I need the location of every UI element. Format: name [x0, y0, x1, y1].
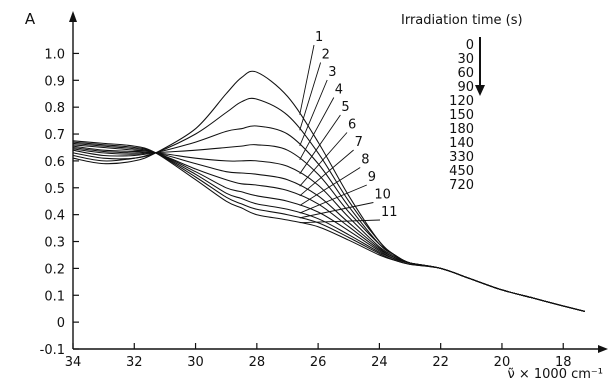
x-axis-arrow-icon [598, 345, 608, 353]
axes [69, 11, 608, 353]
series-callout-line [299, 149, 354, 197]
series-number-label: 4 [335, 83, 343, 98]
legend-title: Irradiation time (s) [401, 13, 523, 28]
series-number-label: 8 [361, 153, 369, 168]
y-tick-label: 0.4 [44, 209, 65, 224]
series-callout-line [299, 132, 348, 187]
legend-value: 150 [449, 108, 474, 123]
x-tick-label: 20 [494, 355, 511, 370]
y-axis-label: A [25, 10, 36, 28]
legend-value: 0 [466, 38, 474, 53]
series-number-label: 2 [322, 48, 330, 63]
x-ticks: 34 32 30 28 26 24 22 20 18 [65, 343, 572, 370]
series-callout-line [299, 62, 322, 131]
series-callout-line [299, 79, 328, 147]
x-tick-label: 34 [65, 355, 82, 370]
y-tick-label: 0 [57, 316, 65, 331]
series-line-11 [72, 140, 585, 312]
y-tick-label: 0.5 [44, 182, 65, 197]
series-number-label: 11 [381, 205, 398, 220]
series-number-label: 10 [374, 188, 391, 203]
x-axis-label: ν̃ × 1000 cm⁻¹ [507, 367, 603, 382]
legend-value: 90 [457, 80, 474, 95]
legend-value: 140 [449, 136, 474, 151]
y-tick-label: 0.1 [44, 289, 65, 304]
legend-value: 30 [457, 52, 474, 67]
x-tick-label: 28 [249, 355, 266, 370]
series-callout-line [299, 114, 341, 175]
series-number-label: 3 [328, 65, 336, 80]
y-tick-label: 1.0 [44, 47, 65, 62]
legend-value: 180 [449, 122, 474, 137]
y-tick-label: -0.1 [40, 343, 65, 358]
x-tick-label: 32 [126, 355, 143, 370]
series-callout-line [299, 44, 315, 115]
y-tick-label: 0.9 [44, 74, 65, 89]
y-tick-label: 0.7 [44, 128, 65, 143]
y-ticks: -0.1 0 0.1 0.2 0.3 0.4 0.5 0.6 0.7 0.8 0.9 1.0 [40, 47, 79, 358]
series-callout-line [299, 167, 361, 206]
x-tick-label: 24 [371, 355, 388, 370]
y-tick-label: 0.3 [44, 236, 65, 251]
series-line-5 [72, 148, 585, 312]
y-tick-label: 0.2 [44, 262, 65, 277]
y-tick-label: 0.8 [44, 101, 65, 116]
series-number-label: 6 [348, 118, 356, 133]
series-number-label: 9 [368, 170, 376, 185]
x-tick-label: 18 [555, 355, 572, 370]
series-callout-line [299, 202, 374, 219]
series-callout-line [299, 184, 367, 214]
series-number-label: 1 [315, 30, 323, 45]
y-axis-arrow-icon [69, 11, 77, 22]
legend-value: 120 [449, 94, 474, 109]
legend-value: 720 [449, 178, 474, 193]
legend-value: 60 [457, 66, 474, 81]
x-tick-label: 22 [432, 355, 449, 370]
series-callouts: 1 2 3 4 5 6 7 8 9 10 11 [299, 30, 398, 224]
series-line-6 [72, 146, 585, 312]
series-callout-line [299, 219, 381, 224]
legend: Irradiation time (s) 0306090120150180140… [401, 13, 523, 193]
x-tick-label: 26 [310, 355, 327, 370]
x-tick-label: 30 [187, 355, 204, 370]
legend-value: 450 [449, 164, 474, 179]
series-number-label: 5 [341, 100, 349, 115]
y-tick-label: 0.6 [44, 155, 65, 170]
series-callout-line [299, 97, 335, 161]
down-arrow-icon [475, 37, 485, 96]
series-line-10 [72, 141, 585, 312]
series-number-label: 7 [355, 135, 363, 150]
legend-value: 330 [449, 150, 474, 165]
